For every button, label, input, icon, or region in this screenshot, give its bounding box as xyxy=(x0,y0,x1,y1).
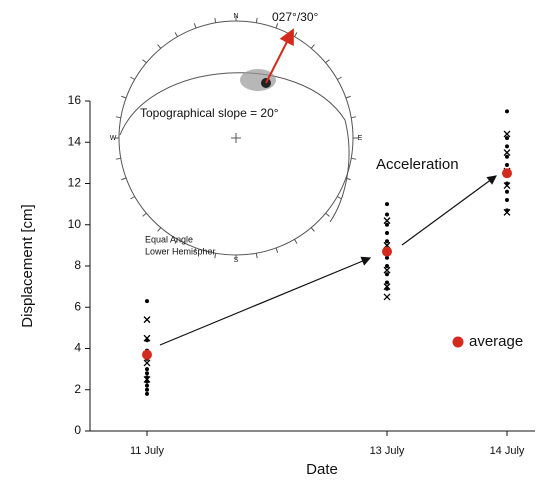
stereonet-tick xyxy=(325,59,330,64)
cross-point xyxy=(503,182,511,190)
y-tick-label: 10 xyxy=(68,217,82,231)
legend-marker xyxy=(452,336,464,348)
data-point xyxy=(505,109,509,114)
vector-label: 027°/30° xyxy=(272,10,319,24)
stereonet-tick xyxy=(130,196,135,200)
stereonet: N E S W 027°/30° Topographical slope = 2… xyxy=(110,10,363,264)
y-tick-label: 2 xyxy=(74,382,81,396)
stereonet-tick xyxy=(345,95,351,99)
average-point xyxy=(382,246,392,257)
stereonet-tick xyxy=(337,76,342,80)
stereonet-tick xyxy=(345,177,351,181)
cross-point xyxy=(383,283,391,291)
data-point xyxy=(145,367,149,372)
data-point xyxy=(505,136,509,141)
stereonet-tick xyxy=(214,253,217,259)
data-point xyxy=(145,387,149,392)
stereonet-tick xyxy=(142,59,147,64)
data-point xyxy=(385,264,389,268)
data-point xyxy=(505,154,509,159)
x-axis-label: Date xyxy=(306,461,338,478)
stereonet-tick xyxy=(193,247,197,253)
cross-point xyxy=(143,316,151,324)
stereonet-tick xyxy=(142,212,147,217)
data-point xyxy=(505,162,509,167)
data-point xyxy=(385,212,389,217)
data-point xyxy=(145,299,149,304)
stereonet-tick xyxy=(351,157,357,160)
stereonet-tick xyxy=(121,95,127,99)
cross-point xyxy=(383,217,391,225)
data-point xyxy=(385,239,389,244)
stereonet-tick xyxy=(157,227,162,232)
stereonet-tick xyxy=(337,196,342,200)
y-tick-label: 6 xyxy=(74,299,81,313)
y-tick-label: 16 xyxy=(68,93,82,107)
average-point xyxy=(142,349,152,360)
stereonet-tick xyxy=(255,253,258,259)
data-point xyxy=(385,222,389,227)
projection-label: Lower Hemispher xyxy=(145,246,216,256)
stereonet-tick xyxy=(121,177,127,181)
y-tick-label: 14 xyxy=(68,134,82,148)
stereonet-tick xyxy=(214,17,217,23)
west-label: W xyxy=(110,135,117,142)
y-axis-label: Displacement [cm] xyxy=(19,204,36,327)
stereonet-tick xyxy=(255,17,258,23)
data-point xyxy=(145,391,149,396)
y-tick-label: 8 xyxy=(74,258,81,272)
stereonet-tick xyxy=(294,239,298,244)
legend-label: average xyxy=(469,333,523,350)
average-point xyxy=(502,168,512,179)
stereonet-tick xyxy=(115,157,121,160)
stereonet-tick xyxy=(193,23,197,29)
stereonet-tick xyxy=(294,32,298,37)
y-tick-label: 12 xyxy=(68,176,82,190)
data-point xyxy=(385,231,389,235)
stereonet-tick xyxy=(157,44,162,49)
cross-point xyxy=(503,208,511,216)
slope-label: Topographical slope = 20° xyxy=(140,106,279,120)
data-point xyxy=(385,255,389,260)
east-label: E xyxy=(358,135,363,142)
projection-label: Equal Angle xyxy=(145,234,193,244)
x-tick-label: 13 July xyxy=(370,445,405,457)
data-point xyxy=(505,198,509,202)
stereonet-tick xyxy=(310,227,315,232)
data-point xyxy=(385,272,389,277)
stereonet-tick xyxy=(174,239,178,244)
stereonet-tick xyxy=(310,44,315,49)
cross-point xyxy=(383,293,391,301)
stereonet-tick xyxy=(351,116,357,119)
data-point xyxy=(145,383,149,388)
x-tick-label: 14 July xyxy=(490,445,525,457)
data-point xyxy=(505,189,509,194)
data-point xyxy=(505,144,509,149)
data-point xyxy=(385,202,389,207)
cross-point xyxy=(143,359,151,367)
cross-point xyxy=(383,266,391,274)
stereonet-tick xyxy=(130,76,135,80)
stereonet-tick xyxy=(325,212,330,217)
cross-point xyxy=(503,149,511,157)
south-label: S xyxy=(234,257,239,264)
cross-point xyxy=(503,130,511,138)
stereonet-tick xyxy=(275,23,279,29)
stereonet-tick xyxy=(174,32,178,37)
stereonet-tick xyxy=(115,116,121,119)
annotation: Acceleration xyxy=(376,156,459,173)
data-point xyxy=(145,371,149,376)
cross-point xyxy=(143,334,151,342)
y-tick-label: 0 xyxy=(74,423,81,437)
stereonet-tick xyxy=(275,247,279,253)
y-tick-label: 4 xyxy=(74,341,81,355)
cross-point xyxy=(143,375,151,383)
x-tick-label: 11 July xyxy=(130,445,165,457)
data-point xyxy=(385,280,389,285)
